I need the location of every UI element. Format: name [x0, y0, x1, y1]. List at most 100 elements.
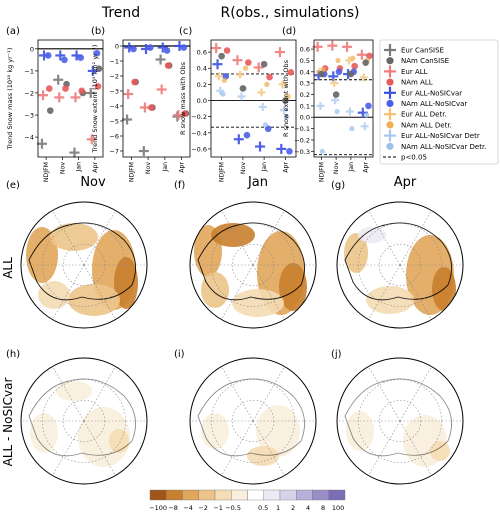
colorbar-tick-label: 100	[332, 504, 344, 512]
map-field	[337, 210, 463, 320]
x-tick-label: Apr	[363, 162, 370, 173]
point-nam-all-jan	[78, 87, 86, 95]
map-border	[336, 201, 464, 329]
point-nam-cansise-jan	[347, 70, 355, 78]
point-eur-all-nosicvar-detr-ndjfm	[316, 101, 325, 110]
point-eur-cansise-jan	[155, 54, 166, 65]
point-nam-all-nosicvar-jan	[264, 125, 272, 133]
legend-item: NAm ALL Detr.	[386, 121, 452, 129]
x-tick-label: Jan	[162, 162, 169, 173]
meridian	[52, 210, 85, 266]
y-tick-label: −5	[109, 118, 119, 126]
panel-label: (c)	[179, 26, 192, 37]
colorbar-cell	[231, 489, 248, 501]
scatter-panel-2: 0 −1 −2 −3 −4 −5 −6 −7 NDJFM Nov Jan Apr (b) Trend Sn…	[91, 26, 191, 182]
point-eur-all-detr--apr	[278, 80, 287, 89]
point-eur-all-nov	[327, 40, 338, 51]
y-tick-label: 0.6	[197, 49, 207, 57]
point-nam-all-ndjfm	[223, 47, 231, 54]
y-tick-label: 0.3	[300, 80, 310, 88]
point-eur-all-nosicvar-ndjfm	[212, 59, 223, 70]
map-panel-4	[20, 357, 148, 485]
anomaly-shading	[201, 272, 229, 308]
x-tick-label: Nov	[59, 162, 66, 174]
col-title-nov: Nov	[80, 175, 106, 190]
map-field	[190, 366, 316, 476]
y-axis-label: R snow extent with Obs	[282, 59, 290, 137]
point-eur-cansise-nov	[138, 146, 149, 156]
meridian	[368, 210, 401, 266]
point-nam-all-nosicvar-detr--apr	[284, 114, 290, 120]
colorbar-tick-label: 4	[306, 504, 310, 512]
meridian	[83, 420, 116, 476]
col-title-jan: Jan	[247, 175, 268, 190]
meridian	[368, 420, 401, 476]
meridian	[368, 264, 401, 320]
meridian	[252, 366, 285, 422]
meridian	[252, 420, 285, 476]
x-tick-label: NDJFM	[128, 162, 135, 182]
anomaly-shading	[279, 263, 307, 311]
point-eur-cansise-apr	[85, 87, 96, 98]
point-eur-all-nosicvar-detr-apr	[360, 122, 369, 131]
point-nam-all-nov	[245, 59, 252, 66]
header-trend: Trend	[101, 5, 140, 21]
latitude-circle	[62, 243, 106, 287]
meridian	[52, 366, 85, 422]
legend-label: NAm ALL Detr.	[401, 121, 452, 129]
legend-label: Eur ALL-NoSICvar Detr	[401, 132, 480, 140]
y-tick-label: −3	[24, 112, 34, 120]
point-nam-all-jan	[351, 62, 358, 70]
point-eur-all-nosicvar-jan	[255, 141, 266, 152]
anomaly-shading	[30, 413, 58, 453]
point-eur-all-nov	[232, 55, 243, 66]
meridian	[399, 210, 432, 266]
point-eur-all-ndjfm	[38, 90, 49, 101]
point-eur-all-detr--jan	[257, 88, 266, 97]
point-nam-cansise-ndjfm	[218, 52, 225, 60]
point-nam-all-nosicvar-detr--jan	[349, 126, 355, 132]
point-eur-all-apr	[86, 134, 97, 145]
point-eur-all-detr--ndjfm	[214, 72, 223, 81]
point-eur-all-nosicvar-detr-jan	[345, 107, 354, 116]
y-tick-label: −0.4	[191, 129, 207, 137]
y-tick-label: −1	[24, 67, 34, 75]
point-eur-all-jan	[70, 92, 81, 103]
y-tick-label: 0.2	[197, 81, 207, 89]
colorbar-tick-label: −4	[183, 504, 193, 512]
row-label-all: ALL	[1, 257, 15, 279]
colorbar-cell	[296, 489, 313, 501]
map-panel-1	[20, 201, 148, 329]
map-border	[20, 357, 148, 485]
axes-frame	[122, 39, 191, 158]
colorbar-tick-label: −1	[213, 504, 223, 512]
row-label-nosicvar: ALL - NoSICvar	[1, 378, 15, 467]
y-tick-label: 0.0	[300, 114, 310, 122]
map-label-h: (h)	[6, 349, 20, 360]
anomaly-shading	[26, 227, 58, 283]
point-nam-cansise-jan	[260, 60, 268, 68]
colorbar-tick-label: 1	[276, 504, 280, 512]
point-nam-all-nosicvar-apr	[180, 44, 188, 51]
meridian	[221, 420, 254, 476]
y-axis-label: Trend Snow extent (10⁵ km² yr⁻¹)	[91, 45, 99, 154]
point-nam-all-apr	[181, 110, 189, 117]
y-tick-label: −7	[109, 148, 119, 156]
latitude-circle	[231, 243, 275, 287]
meridian	[83, 264, 116, 320]
point-nam-cansise-nov	[332, 91, 340, 98]
anomaly-shading	[430, 441, 450, 461]
point-nam-all-nosicvar-jan	[77, 54, 85, 61]
x-tick-label: Jan	[348, 162, 355, 173]
point-nam-all-nov	[62, 85, 69, 92]
legend-box	[379, 39, 499, 165]
point-nam-all-ndjfm	[45, 85, 53, 92]
point-nam-cansise-apr	[362, 59, 369, 67]
legend-label: Eur ALL	[401, 68, 428, 76]
x-tick-label: Apr	[92, 162, 99, 173]
map-field	[337, 366, 463, 476]
point-eur-all-nosicvar-apr	[276, 143, 287, 154]
map-label-e: (e)	[6, 180, 20, 191]
y-tick-label: 0.2	[300, 91, 310, 99]
colorbar-cell	[214, 489, 232, 501]
